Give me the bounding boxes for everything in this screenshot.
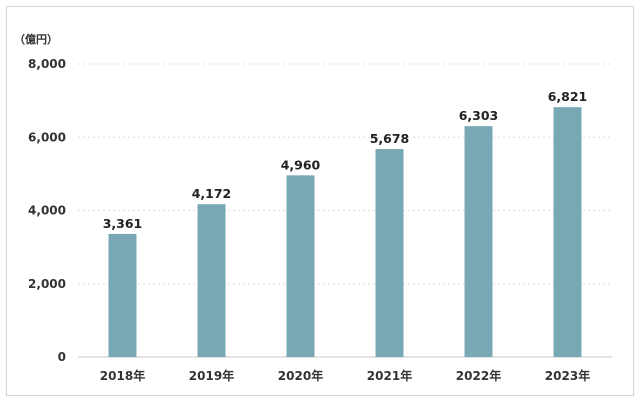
gridlines	[78, 63, 612, 285]
y-tick-label: 8,000	[28, 57, 66, 71]
bars	[108, 107, 582, 358]
bar	[108, 233, 137, 357]
bar	[553, 107, 582, 357]
data-labels: 3,361 4,172 4,960 5,678 6,303 6,821	[103, 89, 588, 231]
y-tick-label: 2,000	[28, 277, 66, 291]
data-label: 4,960	[281, 157, 321, 172]
y-axis-unit-label: （億円）	[14, 32, 58, 46]
data-label: 4,172	[192, 186, 232, 201]
y-axis-ticks: 0 2,000 4,000 6,000 8,000	[28, 57, 66, 364]
x-tick-label: 2023年	[545, 368, 590, 383]
bar	[197, 204, 226, 357]
bar	[286, 175, 315, 357]
y-tick-label: 4,000	[28, 204, 66, 218]
bar	[375, 149, 404, 357]
data-label: 6,821	[548, 89, 588, 104]
data-label: 3,361	[103, 216, 143, 231]
x-axis-ticks: 2018年 2019年 2020年 2021年 2022年 2023年	[100, 368, 590, 383]
y-tick-label: 0	[58, 350, 66, 364]
data-label: 6,303	[459, 108, 499, 123]
x-tick-label: 2022年	[456, 368, 501, 383]
bar	[464, 126, 493, 358]
y-tick-label: 6,000	[28, 130, 66, 144]
data-label: 5,678	[370, 131, 410, 146]
x-tick-label: 2021年	[367, 368, 412, 383]
x-tick-label: 2018年	[100, 368, 145, 383]
x-tick-label: 2020年	[278, 368, 323, 383]
x-tick-label: 2019年	[189, 368, 234, 383]
